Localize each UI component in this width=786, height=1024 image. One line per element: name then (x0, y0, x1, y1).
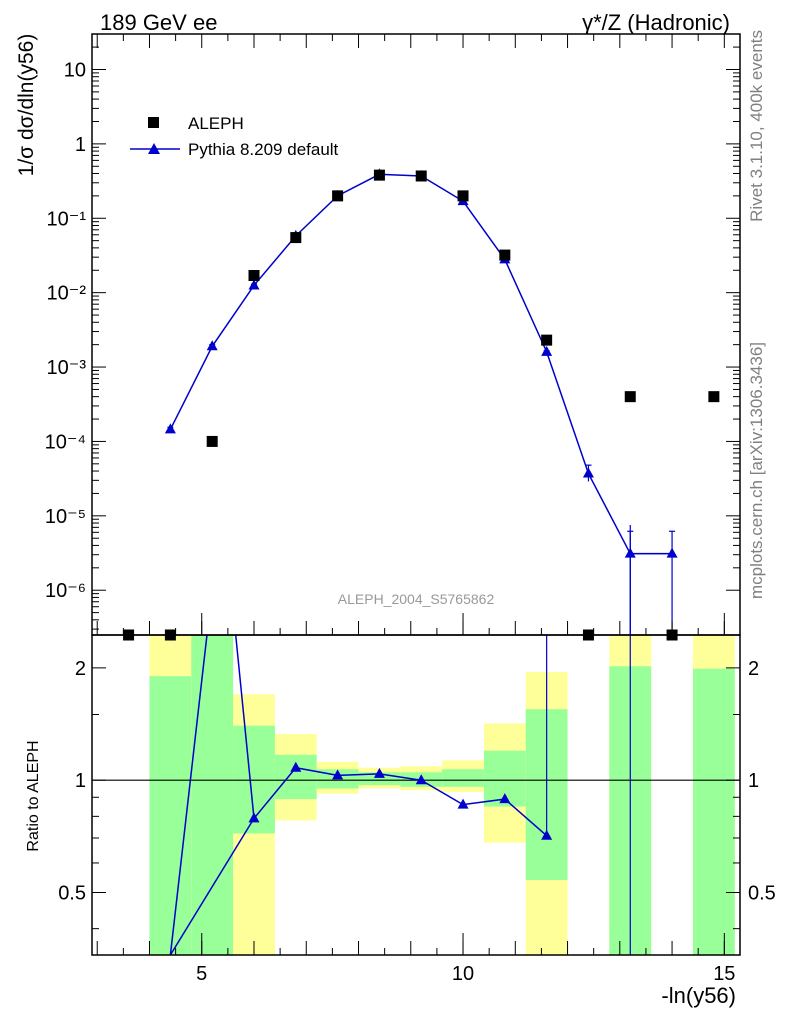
ratio-y-tick-label-right-2: 2 (748, 658, 759, 680)
data-point-5 (332, 190, 344, 202)
mc-point-10 (582, 467, 594, 478)
main-mc-series (164, 168, 678, 635)
data-point-8 (457, 190, 469, 202)
ratio-band-inner-3 (274, 754, 317, 800)
ratio-point-2 (290, 761, 302, 772)
main-y-axis-label: 1/σ dσ/dln(y56) (15, 34, 38, 177)
data-point-2 (206, 435, 218, 447)
energy-label: 189 GeV ee (100, 10, 217, 35)
main-y-tick-label-5: 10⁻⁴ (45, 431, 86, 453)
legend-mc-marker (148, 143, 160, 154)
data-point-3 (248, 270, 260, 282)
ratio-series (92, 525, 740, 956)
ratio-rise-segment (169, 634, 208, 956)
ratio-y-tick-label-0: 0.5 (58, 883, 86, 905)
main-y-tick-label-2: 10⁻¹ (47, 208, 87, 230)
ratio-uncertainty-bands (149, 635, 735, 955)
main-y-tick-label-4: 10⁻³ (47, 357, 87, 379)
ratio-point-3 (332, 769, 344, 780)
main-y-tick-label-3: 10⁻² (47, 283, 87, 305)
ratio-band-inner-7 (442, 769, 484, 787)
ratio-y-tick-label-1: 1 (75, 770, 86, 792)
x-tick-label-0: 5 (196, 963, 207, 985)
axis-ticks: 10 1 10⁻¹ 10⁻² 10⁻³ 10⁻⁴ 10⁻⁵ 10⁻⁶ 5 10 15 0.5 0.5 1 1… (45, 33, 776, 985)
data-point-14 (708, 391, 720, 403)
process-label: γ*/Z (Hadronic) (582, 10, 730, 35)
ratio-point-7 (499, 793, 511, 804)
ratio-y-axis-label: Ratio to ALEPH (25, 740, 42, 851)
x-tick-label-2: 15 (713, 963, 735, 985)
mc-point-1 (206, 340, 218, 351)
data-point-12 (624, 391, 636, 403)
ratio-point-5 (415, 774, 427, 785)
ratio-fall-segment (234, 634, 255, 819)
ratio-y-tick-label-right-1: 1 (748, 770, 759, 792)
ratio-point-6 (457, 798, 469, 809)
mc-point-0 (164, 423, 176, 434)
main-y-tick-label-0: 10 (64, 59, 86, 81)
mc-point-12 (666, 547, 678, 558)
ratio-y-tick-label-right-0: 0.5 (748, 883, 776, 905)
main-y-axis-label-text: 1/σ dσ/dln(y56) (15, 34, 38, 177)
data-point-7 (415, 170, 427, 182)
legend-aleph-marker (148, 117, 159, 128)
x-tick-label-1: 10 (452, 963, 474, 985)
legend-mc-label: Pythia 8.209 default (188, 140, 339, 159)
data-point-10 (541, 334, 553, 346)
legend-aleph-label: ALEPH (188, 114, 244, 133)
ratio-band-inner-1 (191, 635, 234, 955)
ratio-band-inner-0 (149, 676, 192, 955)
data-point-9 (499, 249, 511, 261)
analysis-id: ALEPH_2004_S5765862 (338, 591, 495, 607)
data-point-4 (290, 232, 302, 244)
x-axis-label: -ln(y56) (661, 983, 736, 1008)
main-y-tick-label-6: 10⁻⁵ (45, 506, 86, 528)
mc-point-9 (541, 345, 553, 356)
plot-frames (91, 33, 741, 956)
main-y-tick-label-1: 1 (75, 134, 86, 156)
ratio-band-inner-11 (692, 668, 735, 955)
mc-point-2 (248, 279, 260, 290)
ratio-point-4 (373, 767, 385, 778)
main-y-tick-label-7: 10⁻⁶ (45, 580, 86, 602)
ratio-point-1 (248, 812, 260, 823)
data-point-6 (373, 169, 385, 181)
mc-line (169, 173, 673, 555)
ratio-y-tick-label-2: 2 (75, 658, 86, 680)
ratio-frame (91, 634, 741, 956)
legend: ALEPH Pythia 8.209 default (130, 114, 339, 159)
mcplots-info: mcplots.cern.ch [arXiv:1306.3436] (747, 342, 766, 599)
rivet-info: Rivet 3.1.10, 400k events (747, 30, 766, 222)
